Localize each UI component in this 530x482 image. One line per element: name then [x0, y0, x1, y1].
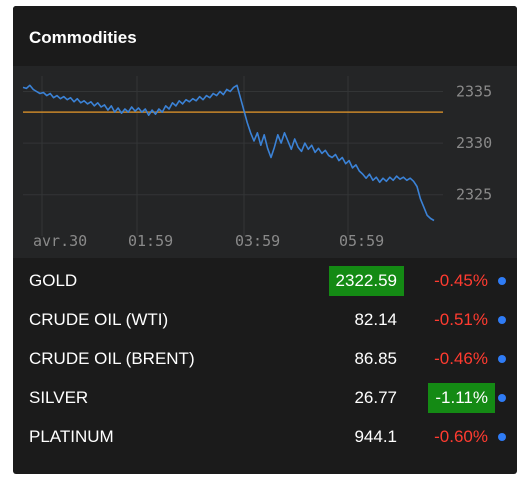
- quote-row[interactable]: CRUDE OIL (BRENT) 86.85 -0.46%: [13, 340, 517, 379]
- chart-series: [22, 84, 435, 222]
- y-axis-ticks: 2335 2330 2325: [456, 82, 492, 203]
- chart-grid: [23, 76, 443, 236]
- quote-change: -1.11%: [428, 383, 495, 413]
- widget-title: Commodities: [29, 28, 137, 47]
- quote-row[interactable]: SILVER 26.77 -1.11%: [13, 379, 517, 418]
- status-dot-icon: [498, 277, 506, 285]
- quote-change: -0.46%: [434, 349, 488, 368]
- x-axis-ticks: avr.30 01:59 03:59 05:59: [33, 232, 384, 250]
- y-tick-label: 2325: [456, 186, 492, 204]
- status-dot-icon: [498, 394, 506, 402]
- quote-row[interactable]: CRUDE OIL (WTI) 82.14 -0.51%: [13, 301, 517, 340]
- x-tick-label: 01:59: [128, 232, 173, 250]
- quote-price: 26.77: [354, 388, 397, 407]
- quote-price: 82.14: [354, 310, 397, 329]
- commodities-widget: Commodities 2335 2330 2325 avr.30 01:59 03:5…: [13, 6, 517, 474]
- x-tick-label: avr.30: [33, 232, 87, 250]
- quote-name[interactable]: PLATINUM: [29, 427, 114, 446]
- quote-row[interactable]: PLATINUM 944.1 -0.60%: [13, 418, 517, 457]
- status-dot-icon: [498, 316, 506, 324]
- series-line: [22, 84, 435, 222]
- price-chart[interactable]: 2335 2330 2325 avr.30 01:59 03:59 05:59: [13, 66, 517, 258]
- x-tick-label: 05:59: [339, 232, 384, 250]
- quote-row[interactable]: GOLD 2322.59 -0.45%: [13, 262, 517, 301]
- quote-price: 86.85: [354, 349, 397, 368]
- quote-name[interactable]: CRUDE OIL (BRENT): [29, 349, 195, 368]
- quote-change: -0.51%: [434, 310, 488, 329]
- quote-name[interactable]: GOLD: [29, 271, 78, 290]
- status-dot-icon: [498, 355, 506, 363]
- quote-change: -0.60%: [434, 427, 488, 446]
- quotes-list: GOLD 2322.59 -0.45% CRUDE OIL (WTI) 82.14 -0.…: [13, 262, 517, 457]
- y-tick-label: 2330: [456, 134, 492, 152]
- quote-price: 944.1: [354, 427, 397, 446]
- widget-header: Commodities: [13, 6, 517, 66]
- quote-price: 2322.59: [328, 266, 404, 296]
- quote-name[interactable]: CRUDE OIL (WTI): [29, 310, 169, 329]
- status-dot-icon: [498, 433, 506, 441]
- quote-name[interactable]: SILVER: [29, 388, 89, 407]
- quote-change: -0.45%: [434, 271, 488, 290]
- x-tick-label: 03:59: [235, 232, 280, 250]
- price-chart-svg[interactable]: 2335 2330 2325 avr.30 01:59 03:59 05:59: [13, 66, 517, 258]
- y-tick-label: 2335: [456, 82, 492, 100]
